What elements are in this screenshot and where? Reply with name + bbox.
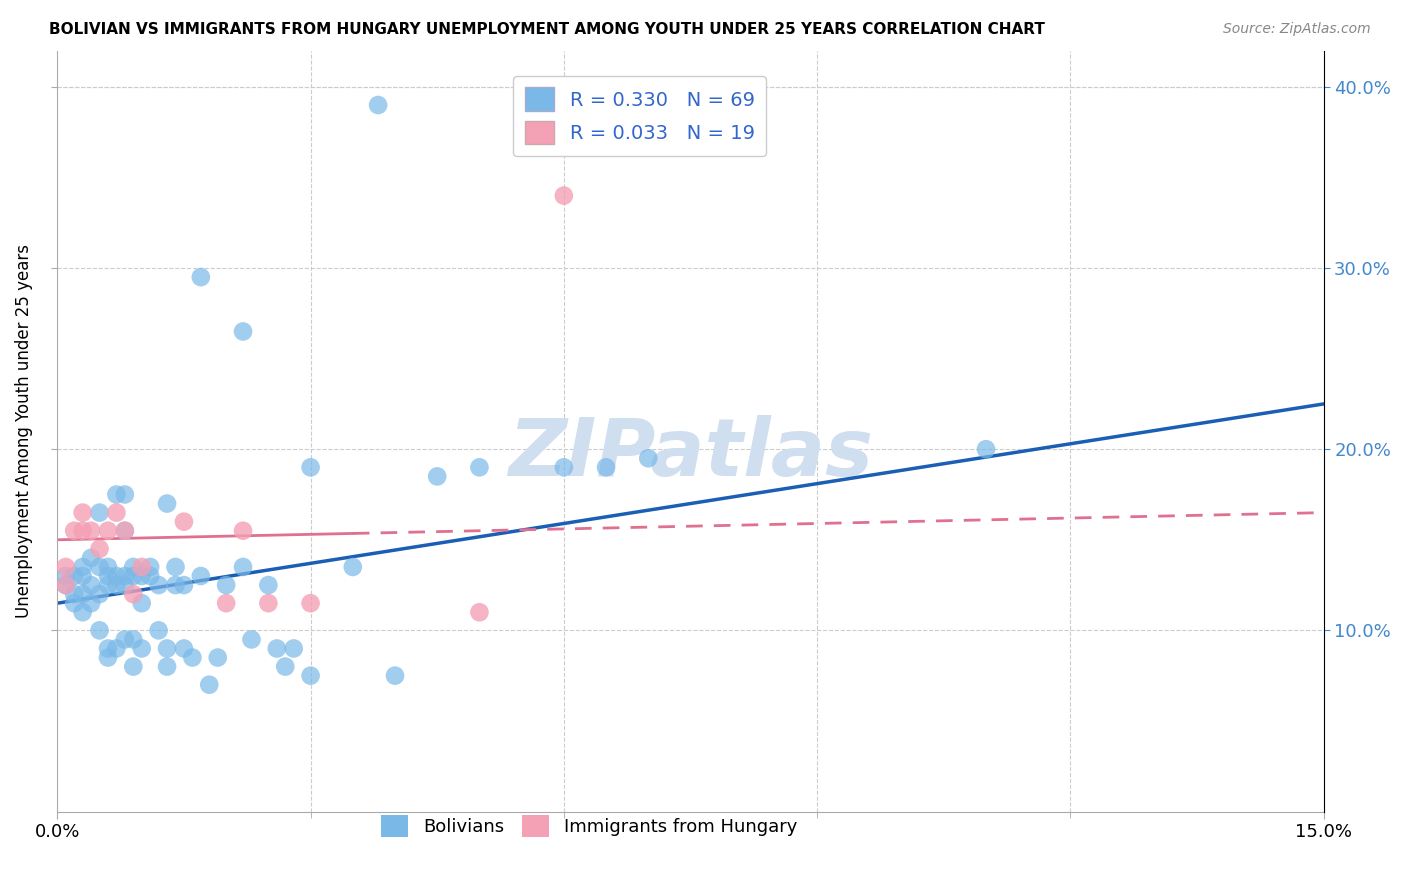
Point xyxy=(426,469,449,483)
Point xyxy=(80,596,103,610)
Point xyxy=(468,460,491,475)
Point xyxy=(274,659,297,673)
Point xyxy=(384,668,406,682)
Point xyxy=(468,605,491,619)
Point xyxy=(165,578,187,592)
Point xyxy=(72,587,94,601)
Point xyxy=(181,650,204,665)
Point xyxy=(215,596,238,610)
Point xyxy=(266,641,288,656)
Point xyxy=(114,632,136,647)
Point xyxy=(105,506,128,520)
Point xyxy=(131,596,153,610)
Point xyxy=(97,578,120,592)
Point xyxy=(89,560,111,574)
Point xyxy=(173,515,195,529)
Point xyxy=(367,98,389,112)
Point xyxy=(97,641,120,656)
Point xyxy=(173,641,195,656)
Point xyxy=(89,506,111,520)
Point xyxy=(299,460,322,475)
Point xyxy=(553,460,575,475)
Point xyxy=(63,524,86,538)
Text: ZIPatlas: ZIPatlas xyxy=(508,415,873,493)
Point xyxy=(207,650,229,665)
Point xyxy=(156,497,179,511)
Point xyxy=(156,641,179,656)
Point xyxy=(97,524,120,538)
Point xyxy=(190,270,212,285)
Point xyxy=(72,605,94,619)
Point xyxy=(257,578,280,592)
Legend: Bolivians, Immigrants from Hungary: Bolivians, Immigrants from Hungary xyxy=(374,808,804,845)
Y-axis label: Unemployment Among Youth under 25 years: Unemployment Among Youth under 25 years xyxy=(15,244,32,618)
Point xyxy=(97,650,120,665)
Point xyxy=(105,569,128,583)
Point xyxy=(114,524,136,538)
Text: Source: ZipAtlas.com: Source: ZipAtlas.com xyxy=(1223,22,1371,37)
Point xyxy=(55,569,77,583)
Point xyxy=(80,524,103,538)
Point xyxy=(72,524,94,538)
Point xyxy=(139,560,162,574)
Point xyxy=(232,325,254,339)
Point xyxy=(232,560,254,574)
Point xyxy=(122,659,145,673)
Point xyxy=(89,624,111,638)
Point xyxy=(165,560,187,574)
Point xyxy=(55,560,77,574)
Point xyxy=(55,578,77,592)
Point xyxy=(122,560,145,574)
Point xyxy=(80,550,103,565)
Point xyxy=(974,442,997,457)
Point xyxy=(72,569,94,583)
Point xyxy=(156,659,179,673)
Point xyxy=(553,188,575,202)
Point xyxy=(105,578,128,592)
Point xyxy=(148,578,170,592)
Point xyxy=(122,569,145,583)
Point xyxy=(63,587,86,601)
Point xyxy=(55,578,77,592)
Point xyxy=(131,560,153,574)
Point xyxy=(240,632,263,647)
Point xyxy=(131,569,153,583)
Point xyxy=(215,578,238,592)
Point xyxy=(89,541,111,556)
Point xyxy=(97,569,120,583)
Point xyxy=(122,632,145,647)
Point xyxy=(148,624,170,638)
Point xyxy=(114,578,136,592)
Point xyxy=(72,560,94,574)
Point xyxy=(283,641,305,656)
Point xyxy=(637,451,659,466)
Point xyxy=(198,678,221,692)
Point xyxy=(122,587,145,601)
Point xyxy=(63,596,86,610)
Point xyxy=(114,569,136,583)
Point xyxy=(72,506,94,520)
Point xyxy=(131,641,153,656)
Point xyxy=(257,596,280,610)
Point xyxy=(105,641,128,656)
Point xyxy=(299,668,322,682)
Point xyxy=(114,487,136,501)
Text: BOLIVIAN VS IMMIGRANTS FROM HUNGARY UNEMPLOYMENT AMONG YOUTH UNDER 25 YEARS CORR: BOLIVIAN VS IMMIGRANTS FROM HUNGARY UNEM… xyxy=(49,22,1045,37)
Point xyxy=(89,587,111,601)
Point xyxy=(97,560,120,574)
Point xyxy=(105,487,128,501)
Point xyxy=(232,524,254,538)
Point xyxy=(80,578,103,592)
Point xyxy=(299,596,322,610)
Point xyxy=(190,569,212,583)
Point xyxy=(114,524,136,538)
Point xyxy=(595,460,617,475)
Point xyxy=(139,569,162,583)
Point xyxy=(173,578,195,592)
Point xyxy=(63,569,86,583)
Point xyxy=(342,560,364,574)
